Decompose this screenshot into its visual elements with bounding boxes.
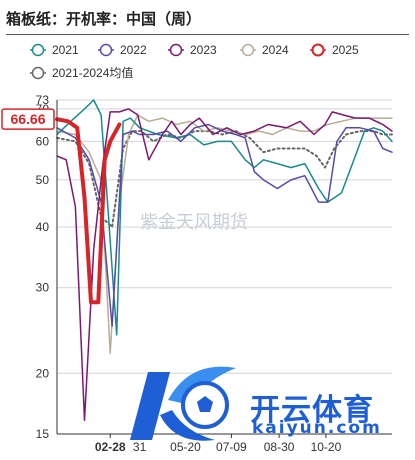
x-tick-label: 02-28 <box>95 440 126 454</box>
legend-item-3: 2024 <box>240 43 289 57</box>
legend-item-4: 2025 <box>310 43 359 57</box>
legend-label: 2025 <box>332 43 359 57</box>
y-tick-label: 60 <box>36 134 50 148</box>
series-line-2021 <box>56 99 393 336</box>
axes: 152030405060707302-283105-2007-0908-3010… <box>1 93 392 454</box>
ball-pentagon <box>197 396 213 412</box>
watermark-text: 紫金天风期货 <box>140 212 248 233</box>
title-divider <box>6 34 409 35</box>
legend-marker <box>241 43 255 57</box>
current-value-badge: 66.66 <box>1 108 55 130</box>
x-tick-label: 07-09 <box>216 440 247 454</box>
series-lines <box>55 99 393 422</box>
badge-value: 66.66 <box>10 111 45 127</box>
legend-label: 2024 <box>262 43 289 57</box>
y-tick-label: 20 <box>36 366 50 380</box>
x-tick-label: 31 <box>133 440 147 454</box>
chart-title: 箱板纸：开机率：中国（周） <box>6 10 202 28</box>
logo-k-stem <box>130 372 170 440</box>
chart-legend: 2021 2022 2023 2024 2025 2021-2024均值 <box>30 43 359 80</box>
x-tick-label: 05-20 <box>170 440 201 454</box>
legend-item-2: 2023 <box>168 43 217 57</box>
legend-marker <box>99 43 113 57</box>
legend-marker <box>311 43 325 57</box>
y-tick-label: 73 <box>36 93 50 107</box>
series-line-2022 <box>56 123 393 327</box>
x-tick-label: 08-30 <box>264 440 295 454</box>
legend-marker <box>31 43 45 57</box>
y-tick-label: 40 <box>36 220 50 234</box>
kaiyun-logo <box>130 366 236 441</box>
y-tick-label: 30 <box>36 281 50 295</box>
x-tick-label: 10-20 <box>311 440 342 454</box>
legend-item-5: 2021-2024均值 <box>30 65 133 80</box>
badge-box <box>1 108 55 130</box>
legend-item-0: 2021 <box>30 43 79 57</box>
legend-label: 2021 <box>52 43 79 57</box>
series-line-2021-2024均值 <box>56 130 393 228</box>
brand-url: kaiyun.com <box>252 418 382 438</box>
legend-label: 2021-2024均值 <box>52 65 133 80</box>
series-line-2025 <box>55 117 122 305</box>
logo-k-leg <box>160 410 215 441</box>
legend-item-1: 2022 <box>98 43 147 57</box>
legend-label: 2023 <box>190 43 217 57</box>
legend-marker <box>169 43 183 57</box>
legend-marker <box>31 66 45 80</box>
legend-label: 2022 <box>120 43 147 57</box>
brand-name: 开云体育 <box>250 393 374 428</box>
y-tick-label: 50 <box>36 173 50 187</box>
y-tick-label: 15 <box>36 427 50 441</box>
